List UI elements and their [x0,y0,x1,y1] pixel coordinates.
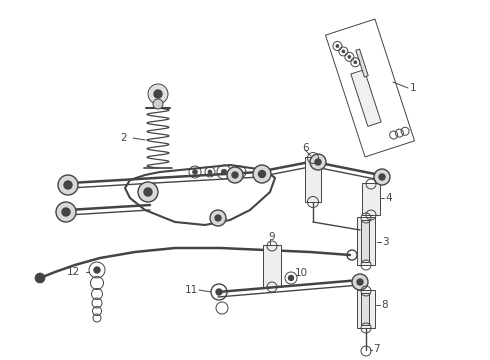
Bar [361,220,369,262]
Circle shape [354,61,357,64]
Circle shape [193,170,197,174]
Bar [357,290,375,328]
Circle shape [352,274,368,290]
Circle shape [374,169,390,185]
Text: 11: 11 [185,285,198,295]
Text: 4: 4 [385,193,392,203]
Circle shape [379,174,385,180]
Circle shape [342,50,345,53]
Bar [361,293,369,325]
Text: 7: 7 [373,344,380,354]
Text: 9: 9 [268,232,274,242]
Circle shape [56,202,76,222]
Bar [357,217,375,265]
Circle shape [94,267,100,273]
Text: 6: 6 [302,143,309,153]
Circle shape [138,182,158,202]
Circle shape [232,172,238,178]
Circle shape [215,215,221,221]
Bar [362,183,380,215]
Text: 12: 12 [67,267,80,277]
Circle shape [227,167,243,183]
Text: 8: 8 [381,300,388,310]
Circle shape [259,171,266,177]
Circle shape [221,169,227,175]
Polygon shape [351,70,381,126]
Circle shape [58,175,78,195]
Circle shape [348,55,351,58]
Circle shape [289,275,294,280]
Circle shape [310,154,326,170]
Circle shape [64,181,72,189]
Circle shape [210,210,226,226]
Text: 2: 2 [120,133,126,143]
Circle shape [336,45,339,48]
Circle shape [315,159,321,165]
Circle shape [216,289,222,295]
Circle shape [154,90,162,98]
Circle shape [253,165,271,183]
Circle shape [35,273,45,283]
Circle shape [62,208,70,216]
Circle shape [148,84,168,104]
Circle shape [357,279,363,285]
Bar [305,157,321,202]
Text: 3: 3 [382,237,389,247]
Text: 1: 1 [410,83,416,93]
Polygon shape [356,49,368,77]
Circle shape [153,99,163,109]
Circle shape [144,188,152,196]
Circle shape [208,170,212,174]
Text: 10: 10 [295,268,308,278]
Circle shape [238,170,243,174]
Bar [263,245,281,287]
